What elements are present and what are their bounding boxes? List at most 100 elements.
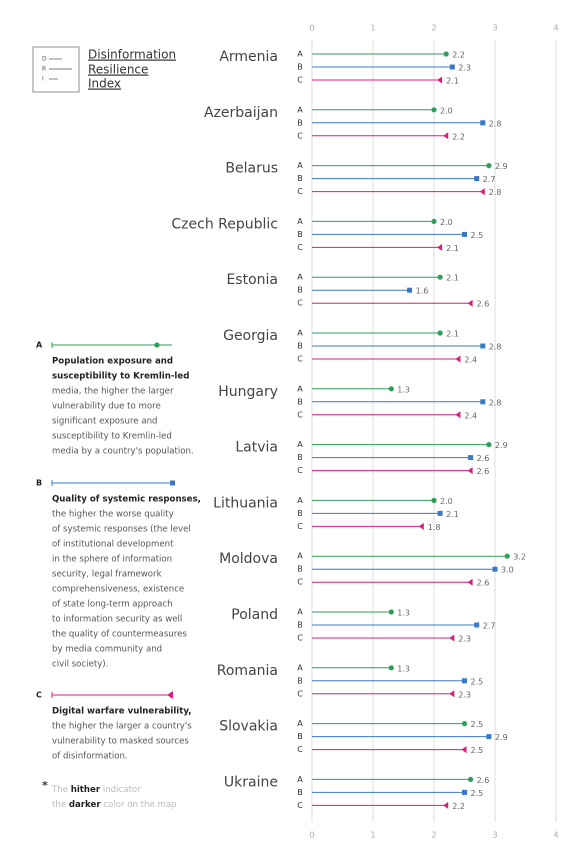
x-tick-label: 3 bbox=[492, 24, 497, 33]
value-label: 2.8 bbox=[489, 119, 502, 128]
legend-text: by media community and bbox=[52, 645, 162, 655]
legend-marker bbox=[170, 480, 175, 486]
row-label: B bbox=[297, 286, 303, 295]
footnote-mark: * bbox=[42, 779, 48, 792]
country-label: Slovakia bbox=[219, 719, 278, 735]
value-label: 2.5 bbox=[471, 720, 484, 729]
marker bbox=[492, 566, 498, 572]
marker bbox=[437, 274, 443, 280]
legend-title: Digital warfare vulnerability, bbox=[52, 707, 192, 717]
row-label: A bbox=[297, 384, 303, 393]
row-label: A bbox=[297, 217, 303, 226]
value-label: 2.0 bbox=[440, 218, 453, 227]
marker bbox=[388, 386, 394, 392]
country-label: Poland bbox=[231, 607, 278, 623]
value-label: 1.3 bbox=[397, 609, 410, 618]
value-label: 2.9 bbox=[495, 441, 508, 450]
footnote-part: color on the map bbox=[103, 800, 176, 810]
value-label: 2.8 bbox=[489, 398, 502, 407]
legend-text: significant exposure and bbox=[52, 417, 158, 427]
marker bbox=[461, 721, 468, 727]
row-label: A bbox=[297, 552, 303, 561]
value-label: 2.0 bbox=[440, 497, 453, 506]
row-label: B bbox=[297, 342, 303, 351]
row-label: C bbox=[297, 76, 303, 85]
value-label: 2.8 bbox=[489, 188, 502, 197]
x-tick-label: 2 bbox=[431, 24, 436, 33]
x-tick-label: 4 bbox=[553, 24, 558, 33]
country-label: Latvia bbox=[235, 440, 278, 456]
legend-text: vulnerability to masked sources bbox=[52, 737, 189, 747]
marker bbox=[437, 76, 443, 84]
legend-text: susceptibility to Kremlin-led bbox=[52, 432, 172, 442]
value-label: 1.3 bbox=[397, 385, 410, 394]
marker bbox=[437, 510, 443, 516]
logo-letter: R bbox=[42, 66, 46, 73]
value-label: 2.7 bbox=[483, 622, 496, 631]
marker bbox=[462, 678, 467, 684]
value-label: 2.1 bbox=[446, 274, 459, 283]
row-label: B bbox=[297, 732, 303, 741]
footnote-part: darker bbox=[69, 800, 102, 810]
country-label: Azerbaijan bbox=[204, 105, 278, 121]
marker bbox=[443, 132, 449, 140]
value-label: 2.2 bbox=[452, 132, 465, 141]
marker bbox=[449, 64, 455, 70]
legend-key: C bbox=[36, 691, 42, 700]
row-label: A bbox=[297, 775, 303, 784]
marker bbox=[388, 609, 394, 615]
legend-title: Quality of systemic responses, bbox=[52, 495, 201, 505]
footnote-part: indicator bbox=[103, 785, 141, 795]
marker bbox=[486, 163, 492, 169]
country-label: Armenia bbox=[219, 49, 278, 65]
legend-title: susceptibility to Kremlin-led bbox=[52, 372, 189, 382]
row-label: B bbox=[297, 788, 303, 797]
value-label: 2.7 bbox=[483, 175, 496, 184]
legend-text: security, legal framework bbox=[52, 570, 162, 580]
legend-text: media by a country's population. bbox=[52, 447, 194, 457]
row-label: C bbox=[297, 299, 303, 308]
row-label: A bbox=[297, 273, 303, 282]
marker bbox=[467, 578, 473, 586]
marker bbox=[467, 467, 473, 475]
row-label: C bbox=[297, 801, 303, 810]
marker bbox=[431, 107, 437, 113]
marker bbox=[468, 455, 474, 461]
logo-letter: D bbox=[42, 56, 47, 63]
legend-text: of institutional development bbox=[52, 540, 174, 550]
country-label: Moldova bbox=[219, 551, 278, 567]
value-label: 2.3 bbox=[458, 690, 471, 699]
value-label: 2.6 bbox=[477, 579, 490, 588]
value-label: 2.1 bbox=[446, 330, 459, 339]
x-tick-label: 0 bbox=[309, 24, 314, 33]
value-label: 3.0 bbox=[501, 566, 514, 575]
marker bbox=[455, 355, 461, 363]
marker bbox=[480, 120, 486, 126]
row-label: B bbox=[297, 118, 303, 127]
country-label: Romania bbox=[217, 663, 278, 679]
marker bbox=[443, 51, 449, 57]
value-label: 2.9 bbox=[495, 733, 508, 742]
marker bbox=[449, 634, 455, 642]
x-tick-label: 0 bbox=[309, 831, 314, 840]
footnote: the darker color on the map bbox=[52, 800, 177, 810]
row-label: A bbox=[297, 608, 303, 617]
value-label: 2.5 bbox=[471, 677, 484, 686]
legend-text: the higher the worse quality bbox=[52, 510, 174, 520]
value-label: 2.9 bbox=[495, 162, 508, 171]
value-label: 2.3 bbox=[458, 635, 471, 644]
footnote-part: The bbox=[51, 785, 68, 795]
legend-text: of systemic responses (the level bbox=[52, 525, 191, 535]
country-label: Estonia bbox=[226, 272, 278, 288]
marker bbox=[486, 734, 492, 740]
country-label: Ukraine bbox=[224, 774, 278, 790]
legend-text: to information security as well bbox=[52, 615, 182, 625]
row-label: B bbox=[297, 453, 303, 462]
value-label: 2.2 bbox=[452, 802, 465, 811]
x-tick-label: 1 bbox=[370, 24, 375, 33]
row-label: B bbox=[297, 676, 303, 685]
value-label: 3.2 bbox=[513, 553, 526, 562]
row-label: B bbox=[297, 621, 303, 630]
legend-text: of state long-term approach bbox=[52, 600, 173, 610]
marker bbox=[468, 776, 474, 783]
